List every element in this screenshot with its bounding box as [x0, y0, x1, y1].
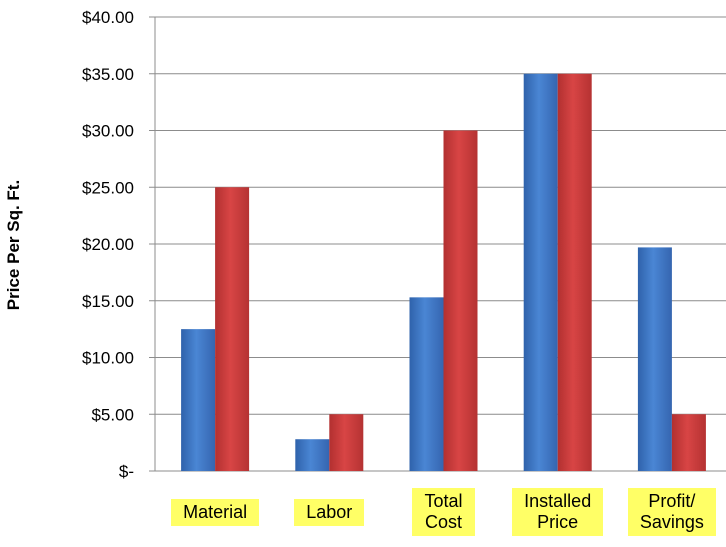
- bar-series-1: [523, 73, 558, 471]
- y-axis-title-text: Price Per Sq. Ft.: [4, 179, 24, 311]
- bar-series-2: [215, 187, 250, 471]
- bar-series-1: [181, 329, 216, 471]
- bar-series-2: [557, 73, 592, 471]
- y-tick-label: $20.00: [82, 235, 134, 254]
- y-tick-label: $-: [119, 462, 134, 481]
- y-tick-label: $10.00: [82, 349, 134, 368]
- x-category-label: Labor: [274, 480, 384, 544]
- bar-series-2: [443, 130, 478, 471]
- y-axis-title: Price Per Sq. Ft.: [2, 160, 26, 330]
- x-category-label-text: Profit/ Savings: [627, 488, 716, 536]
- bar-series-2: [671, 414, 706, 471]
- x-category-label-text: Labor: [294, 498, 365, 526]
- x-category-label-text: Installed Price: [512, 488, 604, 536]
- x-category-label-text: Total Cost: [412, 488, 475, 536]
- bar-series-1: [637, 247, 672, 471]
- y-tick-label: $15.00: [82, 292, 134, 311]
- y-tick-label: $25.00: [82, 178, 134, 197]
- y-tick-label: $5.00: [91, 405, 134, 424]
- x-category-label: Installed Price: [503, 480, 613, 544]
- x-category-label: Profit/ Savings: [617, 480, 726, 544]
- y-tick-label: $35.00: [82, 65, 134, 84]
- x-category-label: Total Cost: [389, 480, 499, 544]
- bar-series-1: [409, 297, 444, 471]
- bar-series-2: [329, 414, 364, 471]
- x-category-label-text: Material: [171, 498, 260, 526]
- x-category-label: Material: [160, 480, 270, 544]
- y-tick-label: $30.00: [82, 122, 134, 141]
- y-tick-label: $40.00: [82, 8, 134, 27]
- bar-series-1: [295, 439, 330, 471]
